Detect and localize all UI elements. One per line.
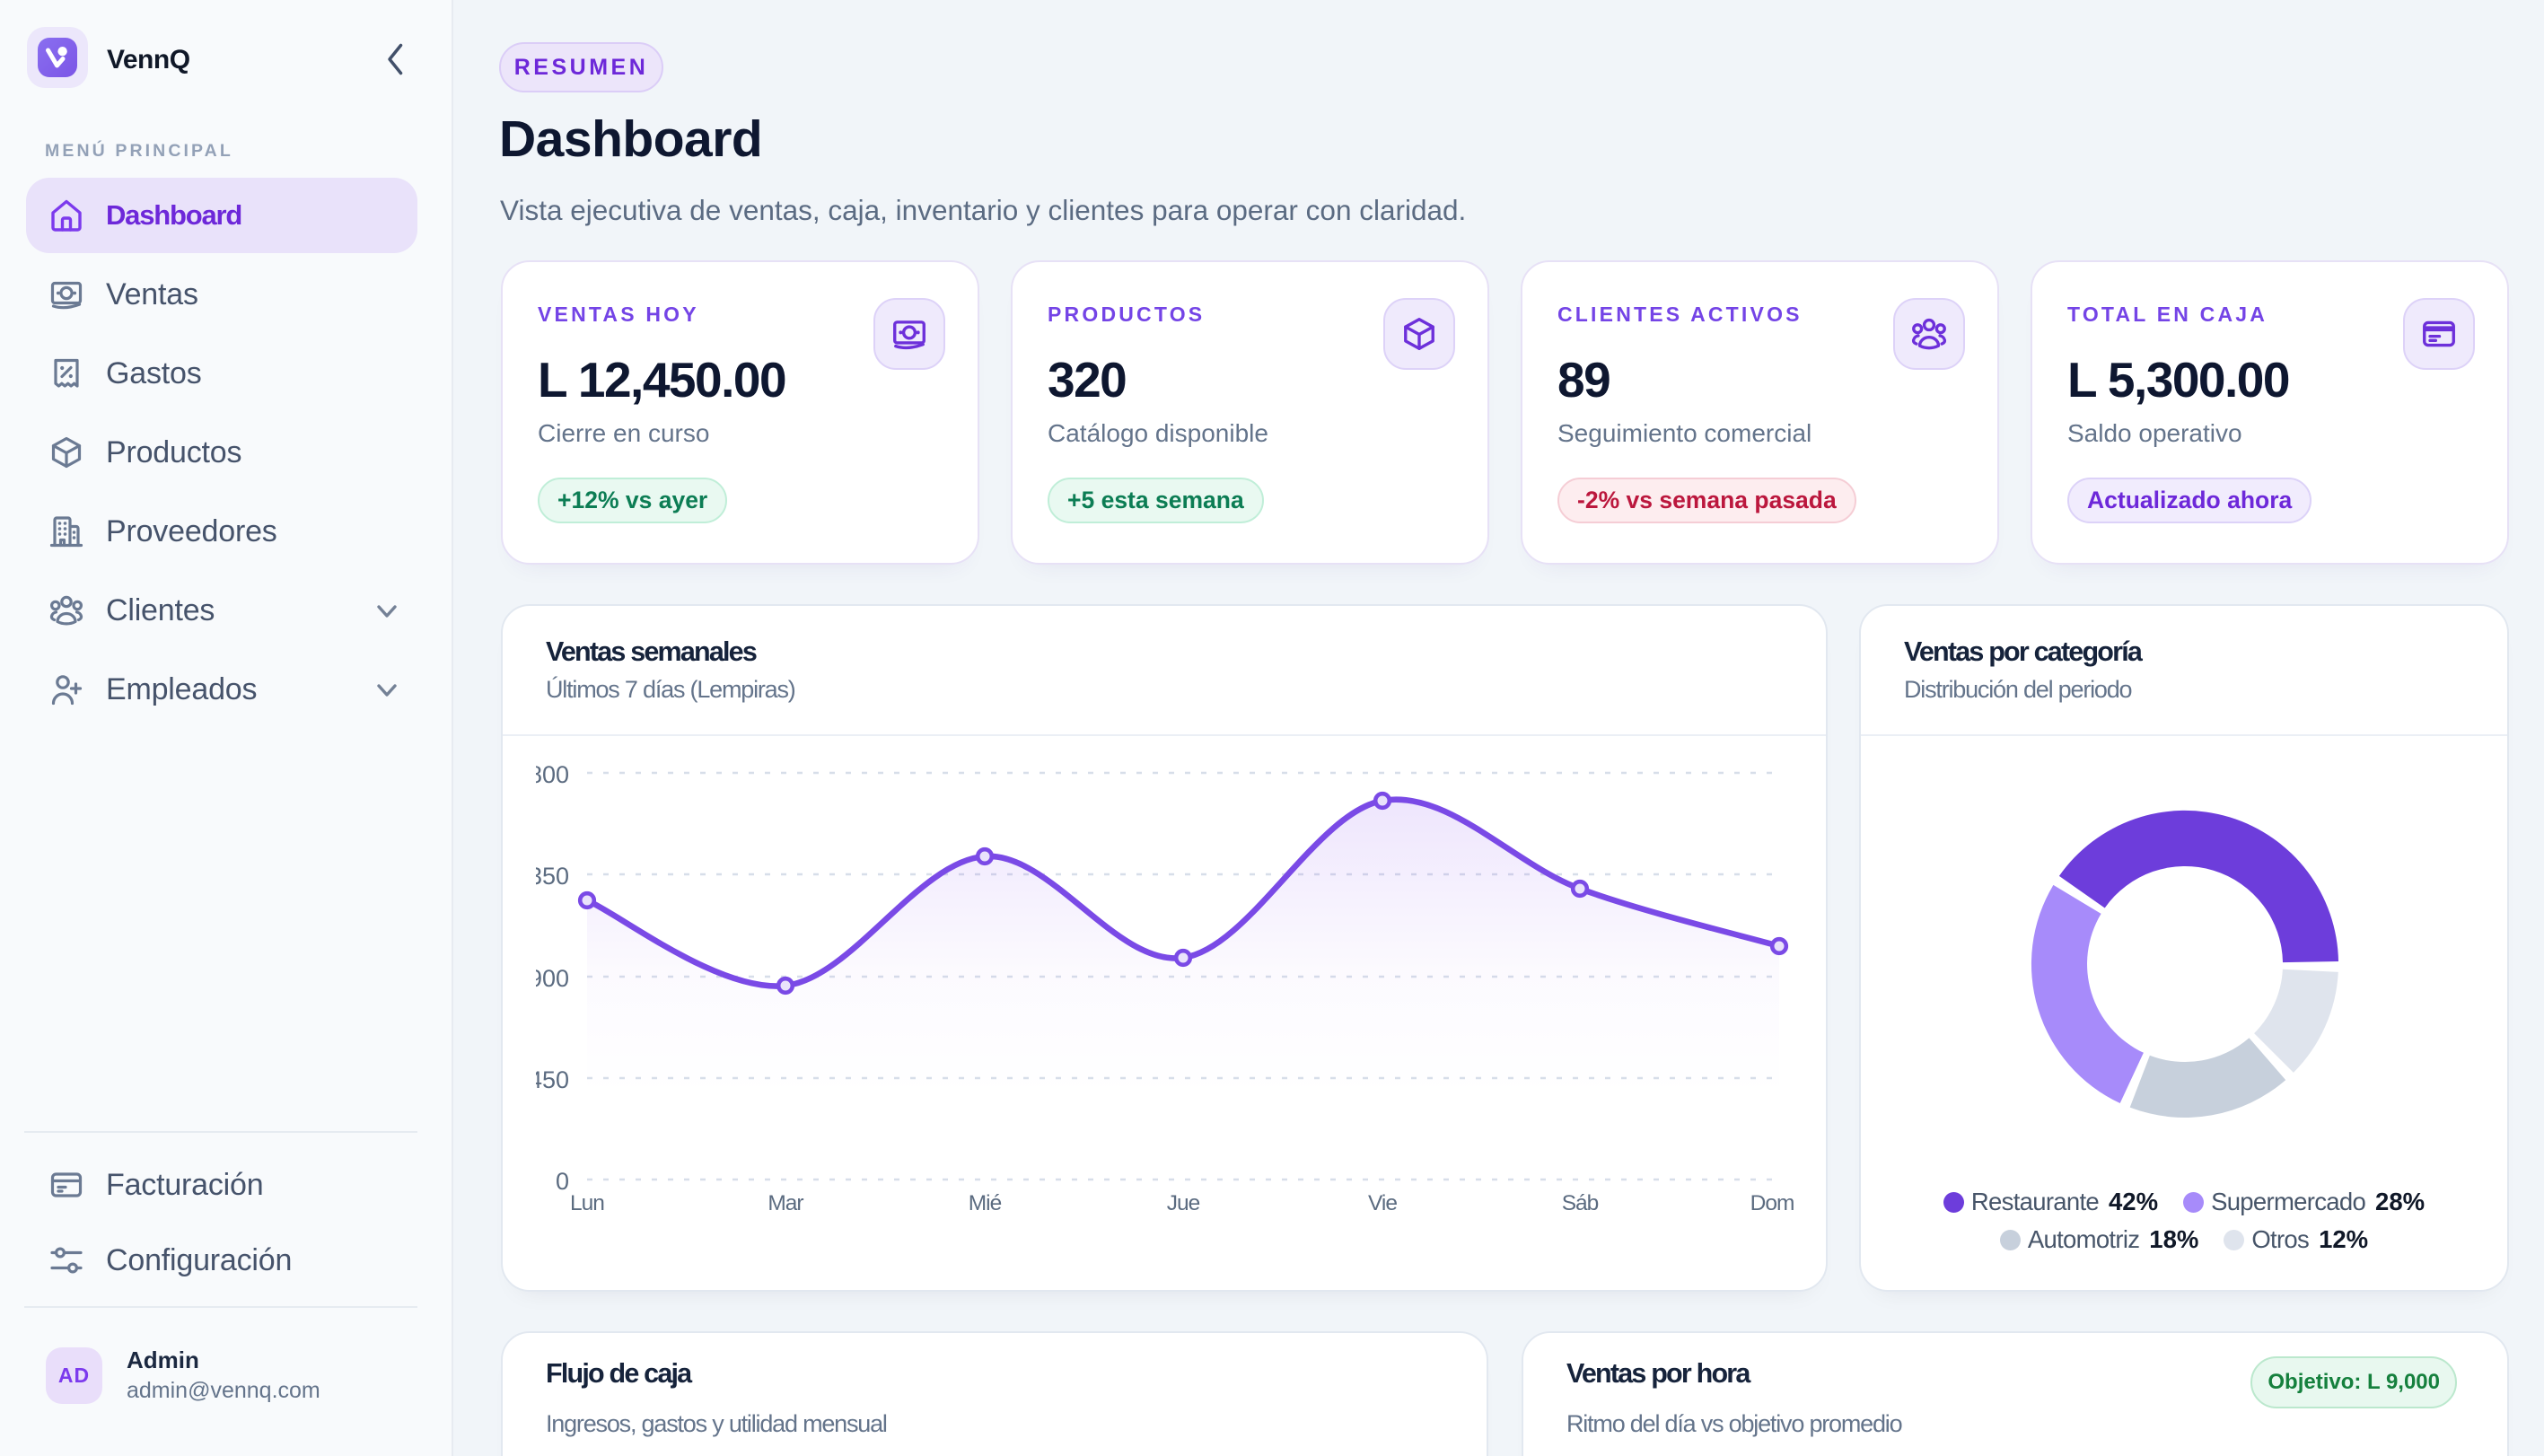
svg-text:1350: 1350	[536, 863, 569, 890]
svg-text:Lun: Lun	[570, 1191, 604, 1215]
svg-text:1800: 1800	[536, 761, 569, 788]
svg-text:900: 900	[536, 965, 569, 992]
svg-text:Dom: Dom	[1750, 1191, 1794, 1215]
svg-text:Sáb: Sáb	[1562, 1191, 1599, 1215]
svg-text:Jue: Jue	[1167, 1191, 1200, 1215]
svg-text:0: 0	[556, 1168, 569, 1195]
svg-text:Mié: Mié	[969, 1191, 1002, 1215]
svg-text:Mar: Mar	[768, 1191, 803, 1215]
svg-text:450: 450	[536, 1066, 569, 1093]
svg-text:Vie: Vie	[1368, 1191, 1397, 1215]
